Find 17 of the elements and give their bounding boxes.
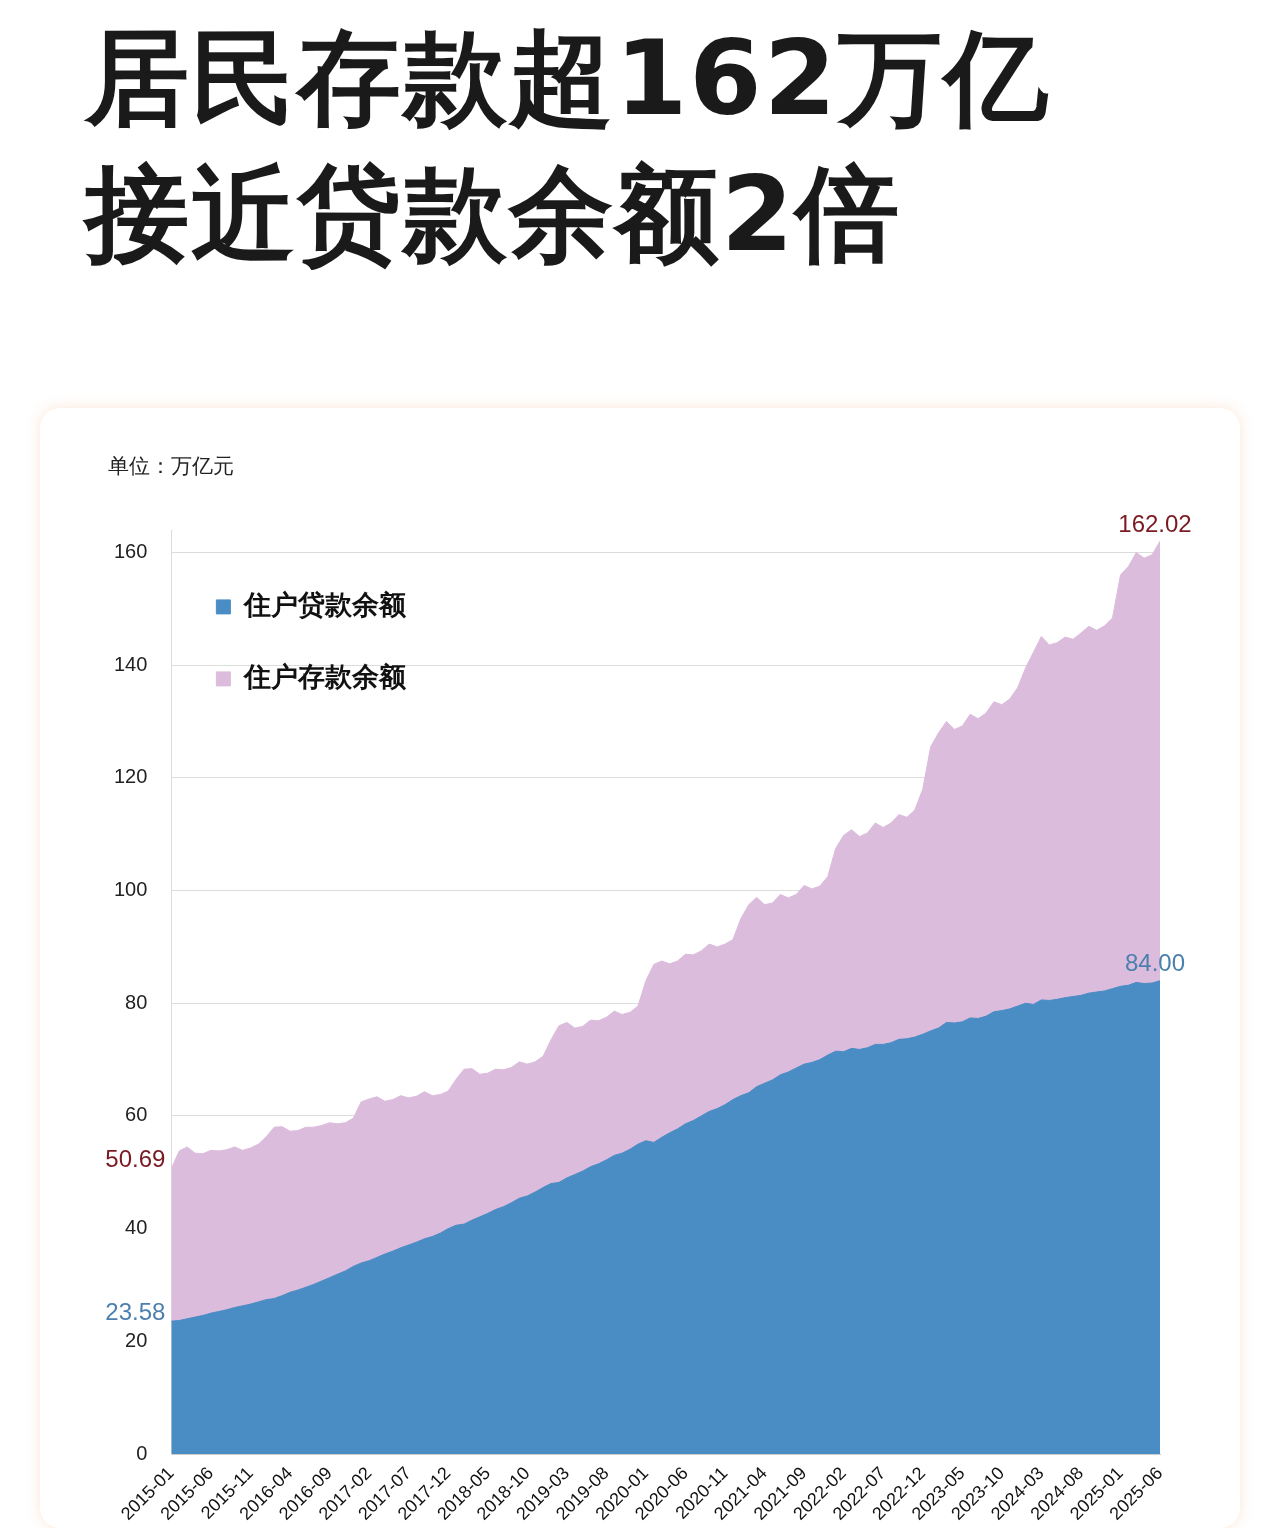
y-tick-label: 160 bbox=[113, 540, 148, 563]
y-tick-label: 20 bbox=[125, 1328, 148, 1351]
legend-label: 住户贷款余额 bbox=[242, 590, 407, 621]
y-tick-label: 80 bbox=[125, 990, 148, 1013]
data-label: 50.69 bbox=[105, 1145, 166, 1173]
y-tick-label: 120 bbox=[113, 765, 148, 788]
y-axis-title: 单位：万亿元 bbox=[108, 453, 234, 480]
y-tick-label: 40 bbox=[125, 1216, 148, 1239]
data-label: 23.58 bbox=[105, 1297, 166, 1325]
chart-title: 居民存款超162万亿 bbox=[85, 16, 1051, 141]
data-label: 162.02 bbox=[1118, 509, 1192, 537]
y-tick-label: 60 bbox=[125, 1103, 148, 1126]
y-tick-label: 140 bbox=[113, 652, 148, 675]
data-label: 84.00 bbox=[1124, 949, 1186, 977]
legend-label: 住户存款余额 bbox=[242, 662, 407, 693]
y-tick-label: 100 bbox=[113, 878, 148, 901]
y-tick-label: 0 bbox=[136, 1441, 148, 1464]
